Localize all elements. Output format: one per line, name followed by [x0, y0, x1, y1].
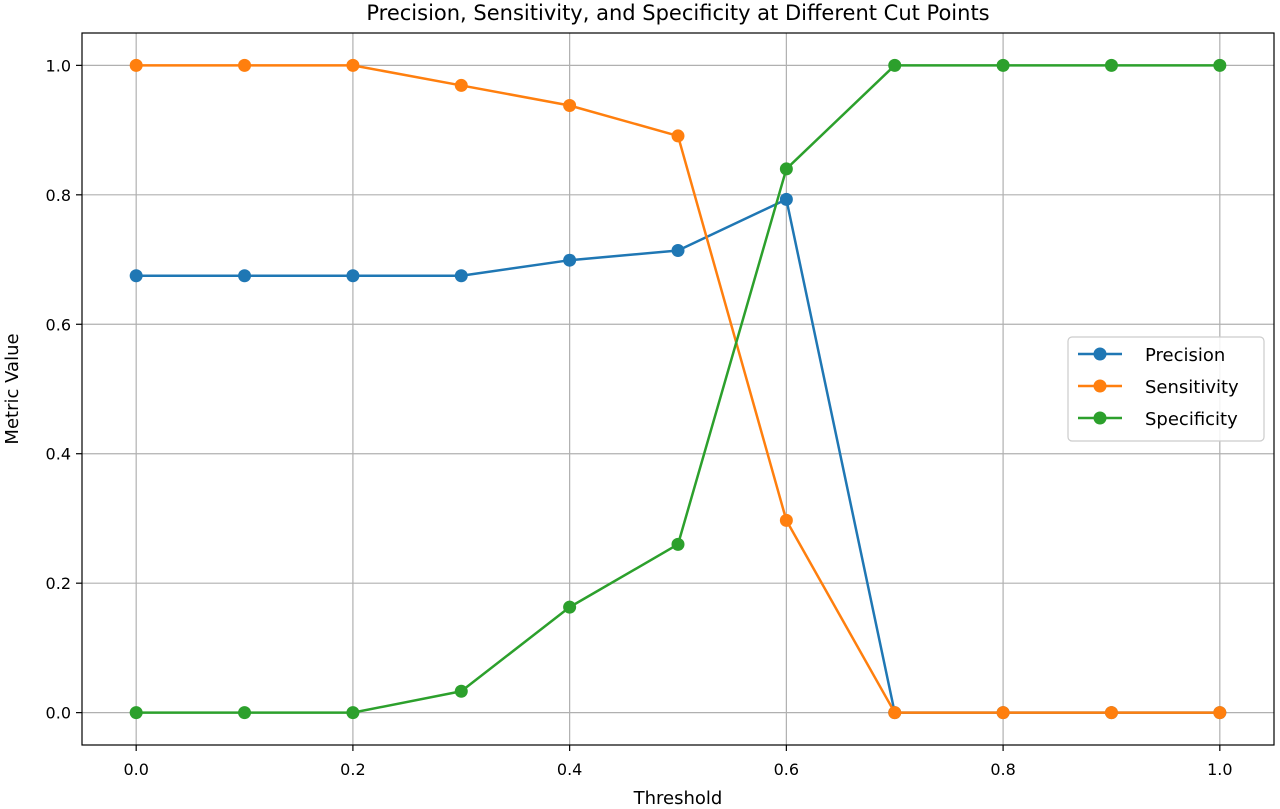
legend-marker [1093, 411, 1107, 425]
data-point [563, 98, 577, 112]
y-axis-label: Metric Value [2, 333, 23, 444]
data-point [888, 706, 902, 720]
series-line [136, 64, 1220, 714]
data-point [129, 706, 143, 720]
data-point [671, 129, 685, 143]
legend-box [1067, 336, 1265, 442]
data-point [1213, 58, 1227, 72]
legend-label: Sensitivity [1145, 377, 1239, 398]
y-tick-label: 0.2 [46, 574, 71, 593]
data-point [346, 269, 360, 283]
legend-marker [1093, 347, 1107, 361]
series-sensitivity [129, 58, 1227, 720]
data-point [563, 600, 577, 614]
data-point [1213, 706, 1227, 720]
legend-label: Specificity [1145, 409, 1238, 430]
data-point [671, 243, 685, 257]
data-point [1104, 706, 1118, 720]
series-specificity [129, 58, 1227, 720]
data-point [346, 706, 360, 720]
y-tick-label: 0.0 [46, 704, 71, 723]
x-tick-label: 0.8 [990, 760, 1015, 779]
x-tick-label: 0.4 [557, 760, 582, 779]
data-point [779, 513, 793, 527]
x-tick-label: 0.6 [774, 760, 799, 779]
series-group [129, 58, 1227, 720]
plot-frame [81, 32, 1275, 746]
y-tick-label: 0.6 [46, 315, 71, 334]
data-point [129, 58, 143, 72]
legend-item: Sensitivity [1078, 377, 1239, 398]
data-point [563, 253, 577, 267]
data-point [454, 269, 468, 283]
data-point [454, 684, 468, 698]
legend: Precision Sensitivity Specificity [1067, 336, 1265, 442]
y-tick-label: 0.8 [46, 186, 71, 205]
y-tick-label: 1.0 [46, 56, 71, 75]
data-point [129, 269, 143, 283]
y-axis-ticks: 0.0 0.2 0.4 0.6 0.8 1.0 [46, 56, 82, 723]
data-point [454, 78, 468, 92]
legend-label: Precision [1145, 345, 1225, 366]
x-axis-ticks: 0.0 0.2 0.4 0.6 0.8 1.0 [123, 745, 1233, 779]
x-tick-label: 0.0 [123, 760, 148, 779]
data-point [671, 537, 685, 551]
legend-marker [1093, 379, 1107, 393]
data-point [238, 706, 252, 720]
data-point [238, 58, 252, 72]
data-point [996, 58, 1010, 72]
data-point [238, 269, 252, 283]
x-tick-label: 1.0 [1207, 760, 1232, 779]
data-point [1104, 58, 1118, 72]
data-point [779, 162, 793, 176]
data-point [779, 192, 793, 206]
series-line [136, 198, 1220, 714]
chart-title: Precision, Sensitivity, and Specificity … [366, 1, 989, 25]
series-precision [129, 192, 1227, 720]
series-line [136, 64, 1220, 714]
data-point [996, 706, 1010, 720]
legend-item: Specificity [1078, 409, 1238, 430]
data-point [888, 58, 902, 72]
x-tick-label: 0.2 [340, 760, 365, 779]
x-axis-label: Threshold [633, 788, 723, 809]
y-tick-label: 0.4 [46, 445, 71, 464]
data-point [346, 58, 360, 72]
legend-item: Precision [1078, 345, 1225, 366]
